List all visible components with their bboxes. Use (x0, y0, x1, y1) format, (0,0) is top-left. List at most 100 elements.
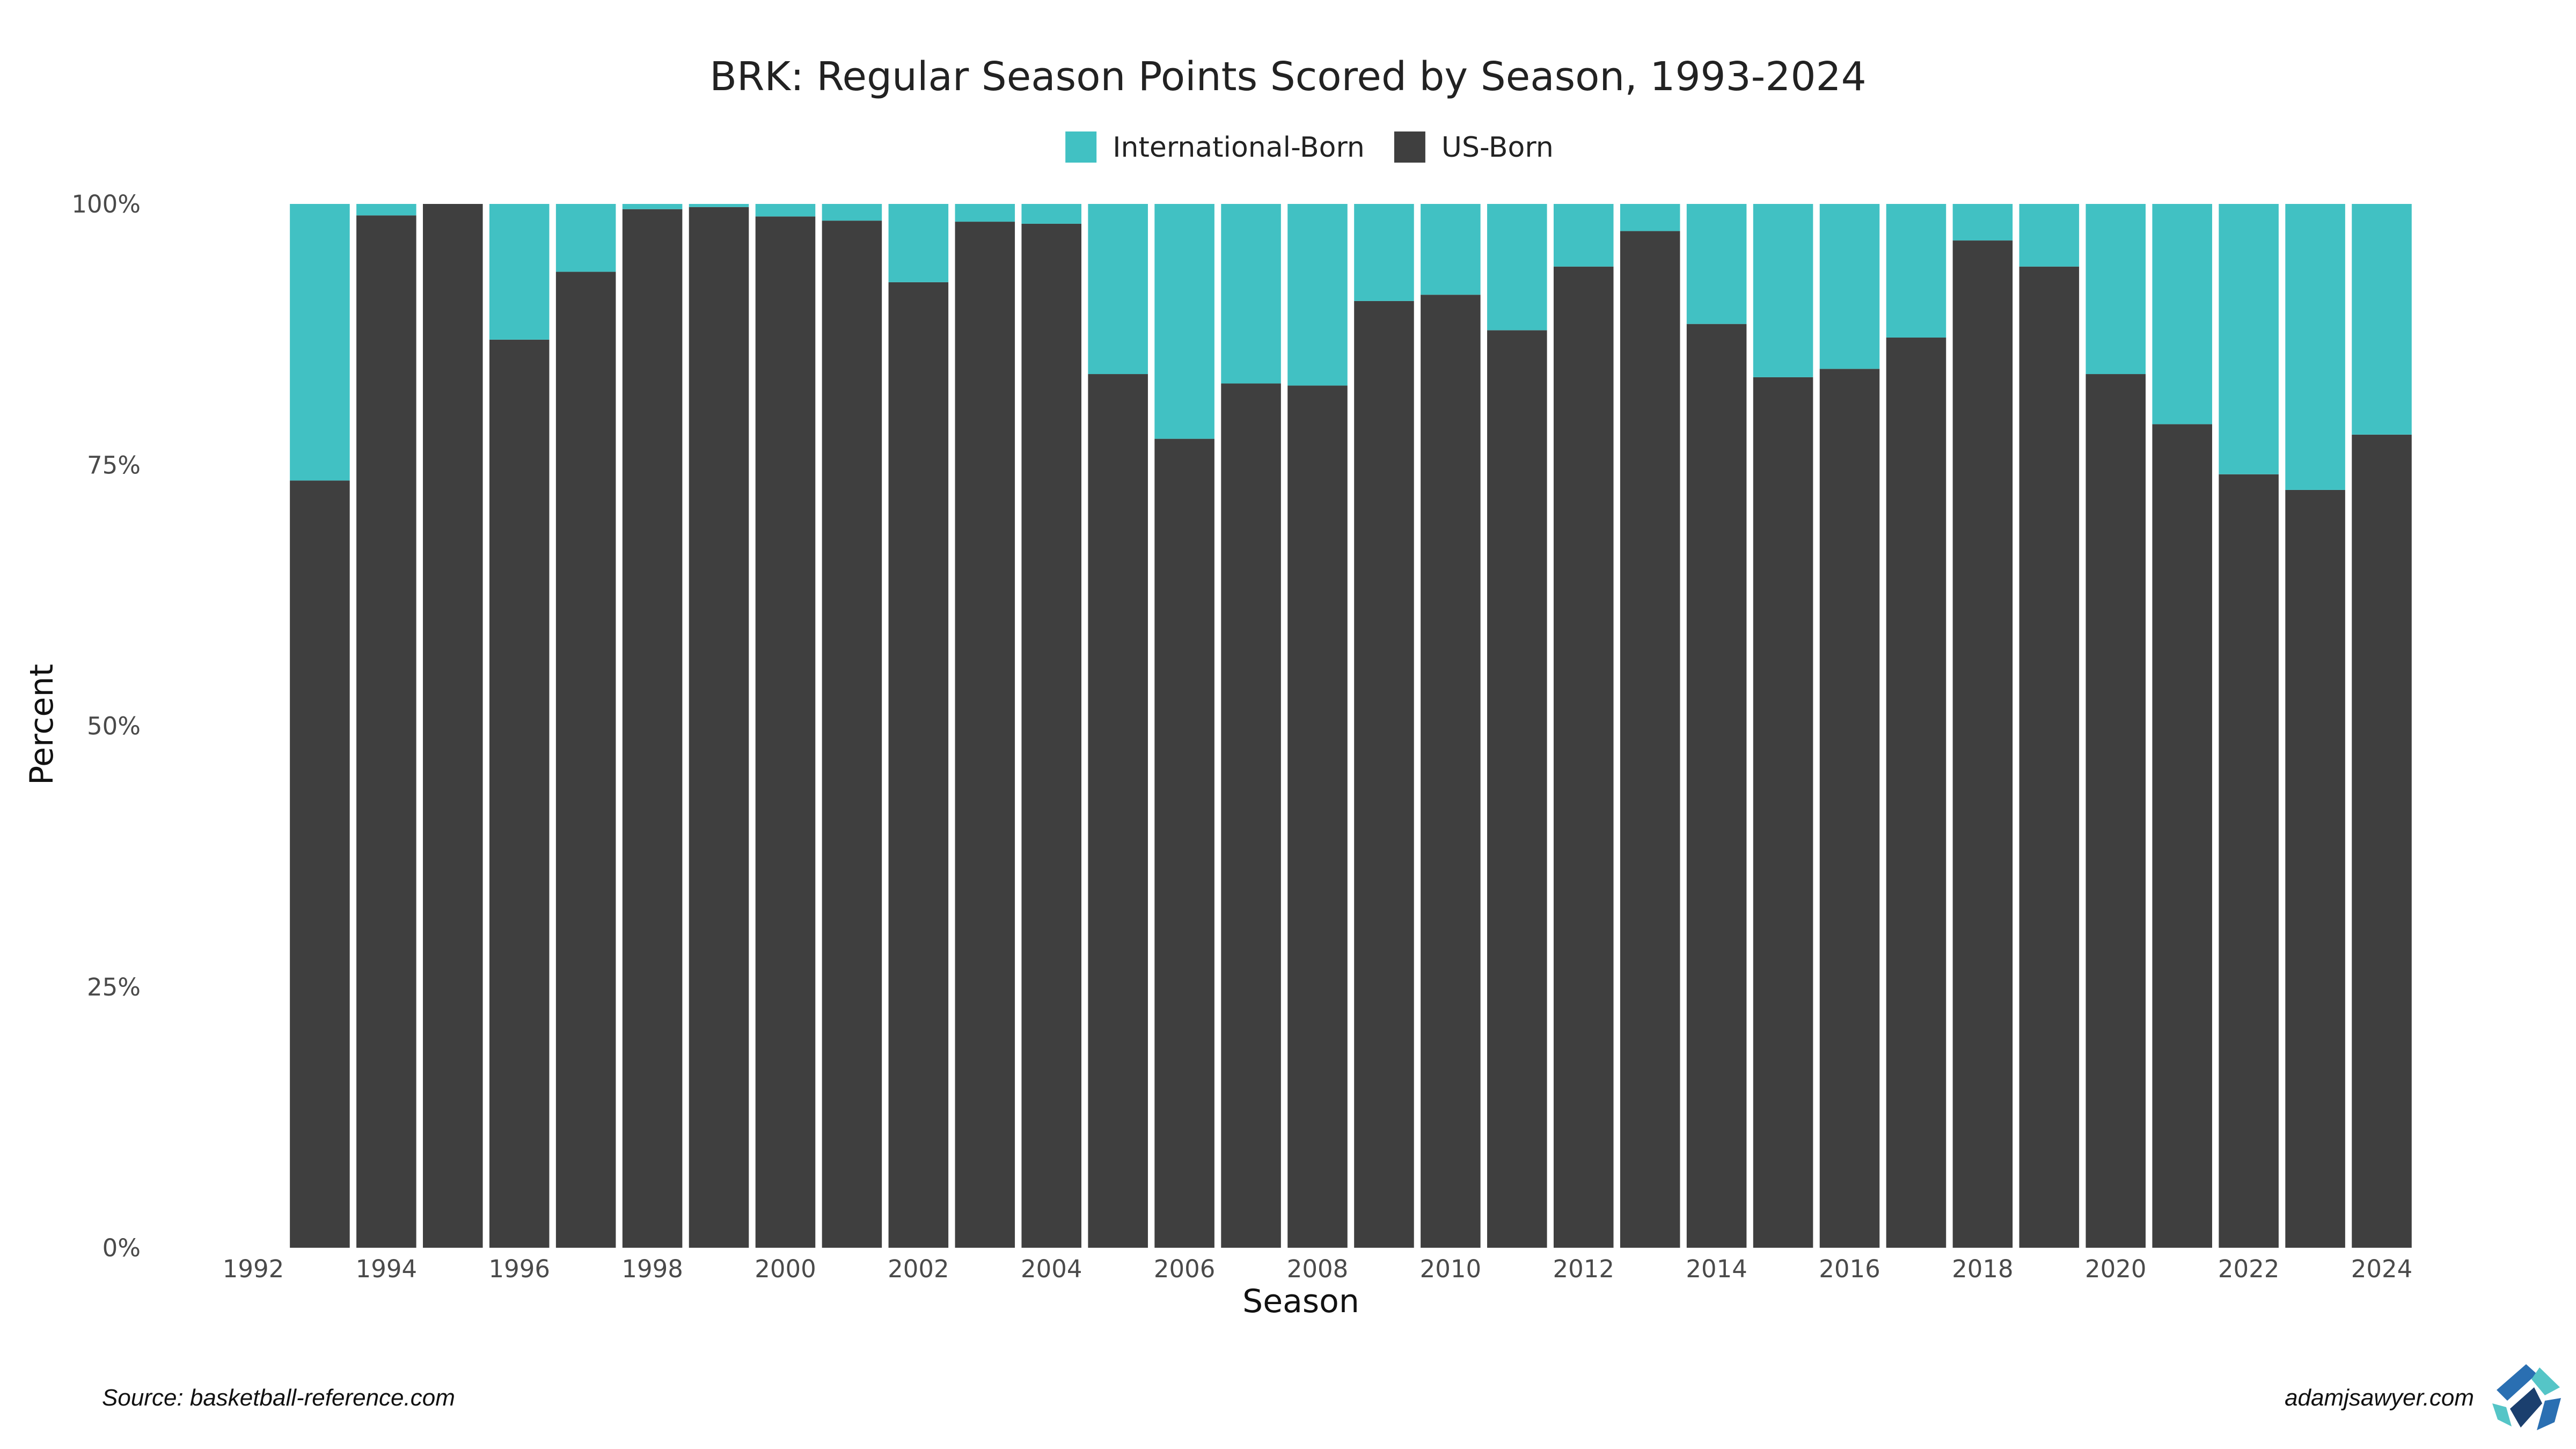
bar-us-born-2012 (1553, 266, 1614, 1248)
bar-international-born-2017 (1886, 204, 1946, 338)
bar-us-born-2000 (755, 216, 816, 1248)
x-tick-label: 1992 (223, 1255, 284, 1283)
y-tick-label: 25% (87, 973, 141, 1001)
bar-international-born-2004 (1021, 204, 1082, 224)
bar-international-born-2012 (1553, 204, 1614, 267)
bar-international-born-1993 (290, 204, 350, 481)
legend: International-Born US-Born (1065, 131, 1554, 164)
y-tick-label: 75% (87, 451, 141, 479)
bar-us-born-2002 (888, 282, 949, 1248)
x-tick-label: 1994 (356, 1255, 418, 1283)
bar-international-born-2020 (2085, 204, 2146, 375)
bar-us-born-1996 (489, 339, 550, 1248)
bar-us-born-2020 (2085, 374, 2146, 1248)
x-tick-label: 2006 (1154, 1255, 1216, 1283)
bar-us-born-1999 (689, 207, 749, 1248)
bar-us-born-2010 (1421, 295, 1481, 1248)
bar-international-born-2011 (1487, 204, 1547, 331)
bar-international-born-1998 (622, 204, 683, 209)
legend-label-international-born: International-Born (1113, 131, 1365, 164)
bar-us-born-2014 (1686, 324, 1747, 1248)
bar-international-born-2008 (1287, 204, 1348, 386)
y-tick-label: 50% (87, 712, 141, 741)
x-tick-label: 1996 (488, 1255, 550, 1283)
bar-us-born-2021 (2152, 424, 2212, 1248)
bar-international-born-2002 (888, 204, 949, 282)
bar-us-born-2007 (1221, 383, 1281, 1248)
bar-international-born-2001 (822, 204, 882, 221)
bar-us-born-2022 (2219, 474, 2279, 1248)
bar-us-born-2003 (955, 222, 1015, 1248)
bar-us-born-2017 (1886, 337, 1946, 1248)
x-tick-label: 2002 (888, 1255, 949, 1283)
x-tick-label: 2024 (2351, 1255, 2413, 1283)
legend-swatch-us-born (1394, 131, 1425, 163)
bar-international-born-2005 (1088, 204, 1148, 375)
bar-international-born-2014 (1686, 204, 1747, 324)
x-tick-label: 2012 (1553, 1255, 1614, 1283)
chart-title: BRK: Regular Season Points Scored by Sea… (709, 54, 1866, 100)
x-tick-label: 2014 (1686, 1255, 1747, 1283)
bar-international-born-1999 (689, 204, 749, 207)
legend-label-us-born: US-Born (1441, 131, 1554, 164)
bar-international-born-2007 (1221, 204, 1281, 384)
y-axis: 0% 25% 50% 75% 100% (71, 190, 141, 1262)
x-axis: 1992 1994 1996 1998 2000 2002 2004 2006 2008 2010… (223, 1255, 2413, 1283)
x-tick-label: 1998 (621, 1255, 683, 1283)
x-tick-label: 2004 (1021, 1255, 1082, 1283)
x-axis-title: Season (1242, 1283, 1359, 1320)
bar-us-born-2009 (1354, 301, 1414, 1248)
bar-international-born-2019 (2019, 204, 2080, 267)
x-tick-label: 2016 (1819, 1255, 1880, 1283)
bar-us-born-2015 (1753, 377, 1813, 1248)
bar-international-born-2021 (2152, 204, 2212, 425)
bar-international-born-2003 (955, 204, 1015, 222)
x-tick-label: 2020 (2085, 1255, 2147, 1283)
bar-international-born-1996 (489, 204, 550, 340)
bar-international-born-2009 (1354, 204, 1414, 301)
y-axis-title: Percent (23, 664, 61, 785)
bar-international-born-2023 (2285, 204, 2345, 490)
bar-us-born-2011 (1487, 330, 1547, 1248)
x-tick-label: 2018 (1952, 1255, 2014, 1283)
bar-us-born-2023 (2285, 489, 2345, 1248)
bar-international-born-2018 (1952, 204, 2013, 241)
x-tick-label: 2008 (1287, 1255, 1349, 1283)
bar-us-born-2019 (2019, 266, 2080, 1248)
bar-international-born-2016 (1819, 204, 1880, 369)
bar-us-born-1998 (622, 209, 683, 1248)
bar-us-born-1993 (290, 480, 350, 1248)
bar-us-born-1995 (423, 204, 483, 1248)
source-note: Source: basketball-reference.com (102, 1385, 455, 1411)
site-credit[interactable]: adamjsawyer.com (2285, 1385, 2474, 1411)
bar-us-born-2006 (1154, 438, 1214, 1248)
bar-international-born-1994 (356, 204, 416, 216)
y-tick-label: 100% (71, 190, 141, 218)
bar-us-born-2005 (1088, 374, 1148, 1248)
bar-international-born-2010 (1421, 204, 1481, 295)
bar-us-born-2016 (1819, 369, 1880, 1248)
bar-international-born-2024 (2352, 204, 2412, 435)
bar-us-born-1994 (356, 215, 416, 1248)
bar-us-born-2013 (1620, 231, 1680, 1248)
bar-international-born-2022 (2219, 204, 2279, 474)
y-tick-label: 0% (103, 1234, 141, 1262)
bar-international-born-2015 (1753, 204, 1813, 377)
bar-international-born-1997 (555, 204, 616, 272)
x-tick-label: 2010 (1420, 1255, 1482, 1283)
adamjsawyer-logo-icon (2490, 1362, 2563, 1435)
x-tick-label: 2000 (755, 1255, 816, 1283)
x-tick-label: 2022 (2218, 1255, 2280, 1283)
bar-international-born-2006 (1154, 204, 1214, 439)
bar-international-born-2013 (1620, 204, 1680, 231)
bar-us-born-2001 (822, 221, 882, 1248)
bars (290, 204, 2412, 1248)
bar-us-born-1997 (555, 272, 616, 1248)
bar-us-born-2018 (1952, 240, 2013, 1248)
bar-international-born-2000 (755, 204, 816, 217)
bar-us-born-2004 (1021, 223, 1082, 1248)
bar-us-born-2024 (2352, 434, 2412, 1248)
bar-us-born-2008 (1287, 385, 1348, 1248)
legend-swatch-international-born (1065, 131, 1097, 163)
